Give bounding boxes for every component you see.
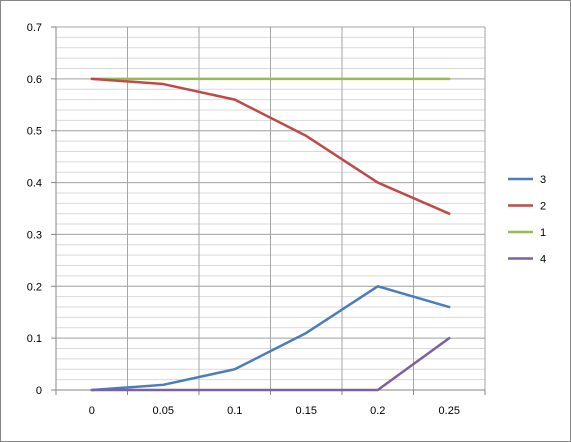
x-tick-label: 0.2 xyxy=(370,405,385,417)
x-axis-tick-labels: 0 0.05 0.1 0.15 0.2 0.25 xyxy=(89,405,460,417)
legend-label-1: 1 xyxy=(540,227,546,239)
legend-label-2: 2 xyxy=(540,201,546,213)
legend: 3 2 1 4 xyxy=(508,174,546,266)
legend-label-4: 4 xyxy=(540,254,546,266)
y-tick-label: 0.1 xyxy=(27,333,42,345)
y-tick-label: 0.7 xyxy=(27,22,42,34)
y-tick-label: 0.3 xyxy=(27,229,42,241)
y-tick-label: 0.5 xyxy=(27,126,42,138)
y-tick-label: 0.4 xyxy=(27,178,42,190)
x-tick-label: 0.05 xyxy=(153,405,174,417)
series-line-3 xyxy=(90,285,451,392)
legend-label-3: 3 xyxy=(540,174,546,186)
y-tick-label: 0.6 xyxy=(27,74,42,86)
y-tick-label: 0.2 xyxy=(27,281,42,293)
x-tick-label: 0 xyxy=(89,405,95,417)
series-line-4 xyxy=(90,336,451,392)
x-tick-label: 0.1 xyxy=(227,405,242,417)
gridlines xyxy=(55,26,486,390)
y-tick-label: 0 xyxy=(36,385,42,397)
series-line-2 xyxy=(90,77,451,215)
axes xyxy=(51,26,486,395)
y-axis-tick-labels: 0 0.1 0.2 0.3 0.4 0.5 0.6 0.7 xyxy=(27,22,42,397)
series-lines xyxy=(90,77,451,392)
x-tick-label: 0.25 xyxy=(439,405,460,417)
x-tick-label: 0.15 xyxy=(296,405,317,417)
